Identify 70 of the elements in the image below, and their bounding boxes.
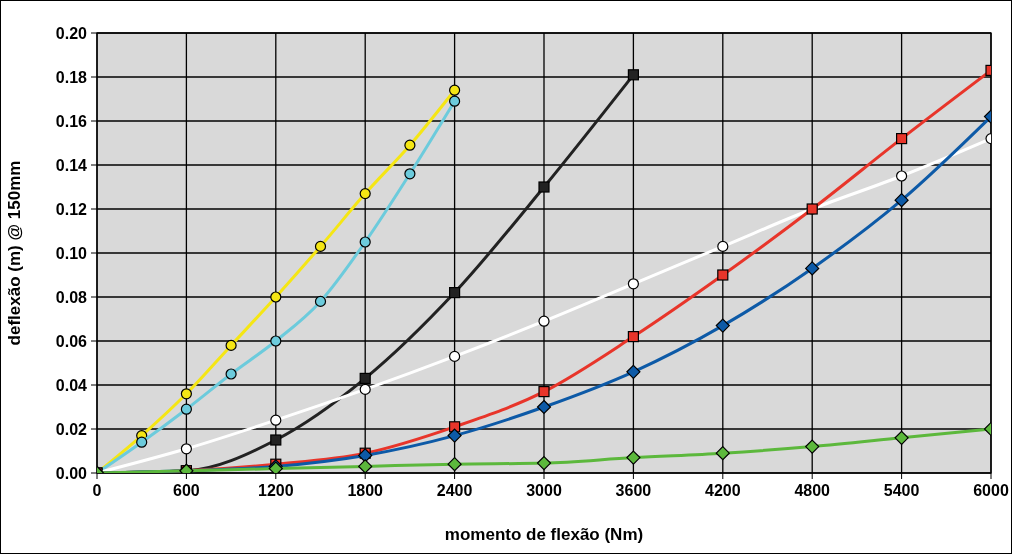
y-tick-label: 0.00 xyxy=(55,464,88,482)
point xyxy=(404,168,416,180)
y-tick-label: 0.10 xyxy=(55,244,88,262)
point xyxy=(449,287,461,299)
point xyxy=(180,403,192,415)
y-tick-label: 0.16 xyxy=(55,112,88,130)
point xyxy=(449,95,461,107)
x-tick-label: 4200 xyxy=(705,482,741,499)
y-tick-label: 0.20 xyxy=(55,24,88,42)
point xyxy=(136,436,148,448)
point xyxy=(180,443,192,455)
point xyxy=(314,240,327,252)
point xyxy=(447,428,462,443)
point xyxy=(270,434,282,446)
y-tick-label: 0.02 xyxy=(55,420,88,438)
y-tick-label: 0.08 xyxy=(55,288,88,306)
y-tick-label: 0.12 xyxy=(55,200,88,218)
point xyxy=(359,383,371,395)
point xyxy=(314,295,327,307)
point xyxy=(627,278,639,290)
point xyxy=(270,414,282,426)
point xyxy=(894,193,909,208)
point xyxy=(225,368,237,380)
y-tick-label: 0.18 xyxy=(55,68,88,86)
point xyxy=(627,69,639,81)
x-tick-label: 5400 xyxy=(883,482,920,499)
point xyxy=(805,439,820,454)
x-tick-label: 1200 xyxy=(258,482,294,499)
y-tick-label: 0.06 xyxy=(55,332,88,350)
point xyxy=(359,188,371,200)
x-tick-label: 0 xyxy=(92,482,102,499)
x-tick-label: 2400 xyxy=(436,482,473,499)
y-axis-title: deflexão (m) @ 150mm xyxy=(5,160,24,346)
point xyxy=(805,261,820,276)
point xyxy=(359,236,371,248)
point xyxy=(626,450,641,465)
point xyxy=(717,269,729,281)
point xyxy=(449,84,461,96)
point xyxy=(536,456,552,471)
point xyxy=(717,240,729,252)
point xyxy=(449,350,461,362)
point xyxy=(896,170,908,182)
x-tick-label: 6000 xyxy=(973,482,1009,499)
point xyxy=(538,181,550,193)
point xyxy=(225,339,237,351)
x-tick-label: 3000 xyxy=(526,482,562,499)
point xyxy=(538,315,550,327)
point xyxy=(715,318,730,333)
point xyxy=(896,133,908,145)
point xyxy=(447,457,462,472)
point xyxy=(270,335,282,347)
point xyxy=(715,446,730,461)
point xyxy=(180,388,192,400)
x-tick-label: 600 xyxy=(173,482,200,499)
point xyxy=(627,331,639,343)
y-tick-label: 0.14 xyxy=(55,156,88,174)
point xyxy=(270,291,282,303)
point xyxy=(536,399,552,415)
point xyxy=(626,364,641,379)
y-tick-label: 0.04 xyxy=(55,376,88,394)
x-axis-title: momento de flexão (Nm) xyxy=(444,525,644,544)
x-tick-label: 4800 xyxy=(794,482,831,499)
x-tick-label: 1800 xyxy=(347,482,384,499)
point xyxy=(404,139,416,151)
point xyxy=(359,372,371,384)
point xyxy=(358,459,373,473)
point xyxy=(894,430,909,445)
point xyxy=(358,448,373,463)
point xyxy=(538,386,550,398)
x-tick-label: 3600 xyxy=(615,482,652,499)
